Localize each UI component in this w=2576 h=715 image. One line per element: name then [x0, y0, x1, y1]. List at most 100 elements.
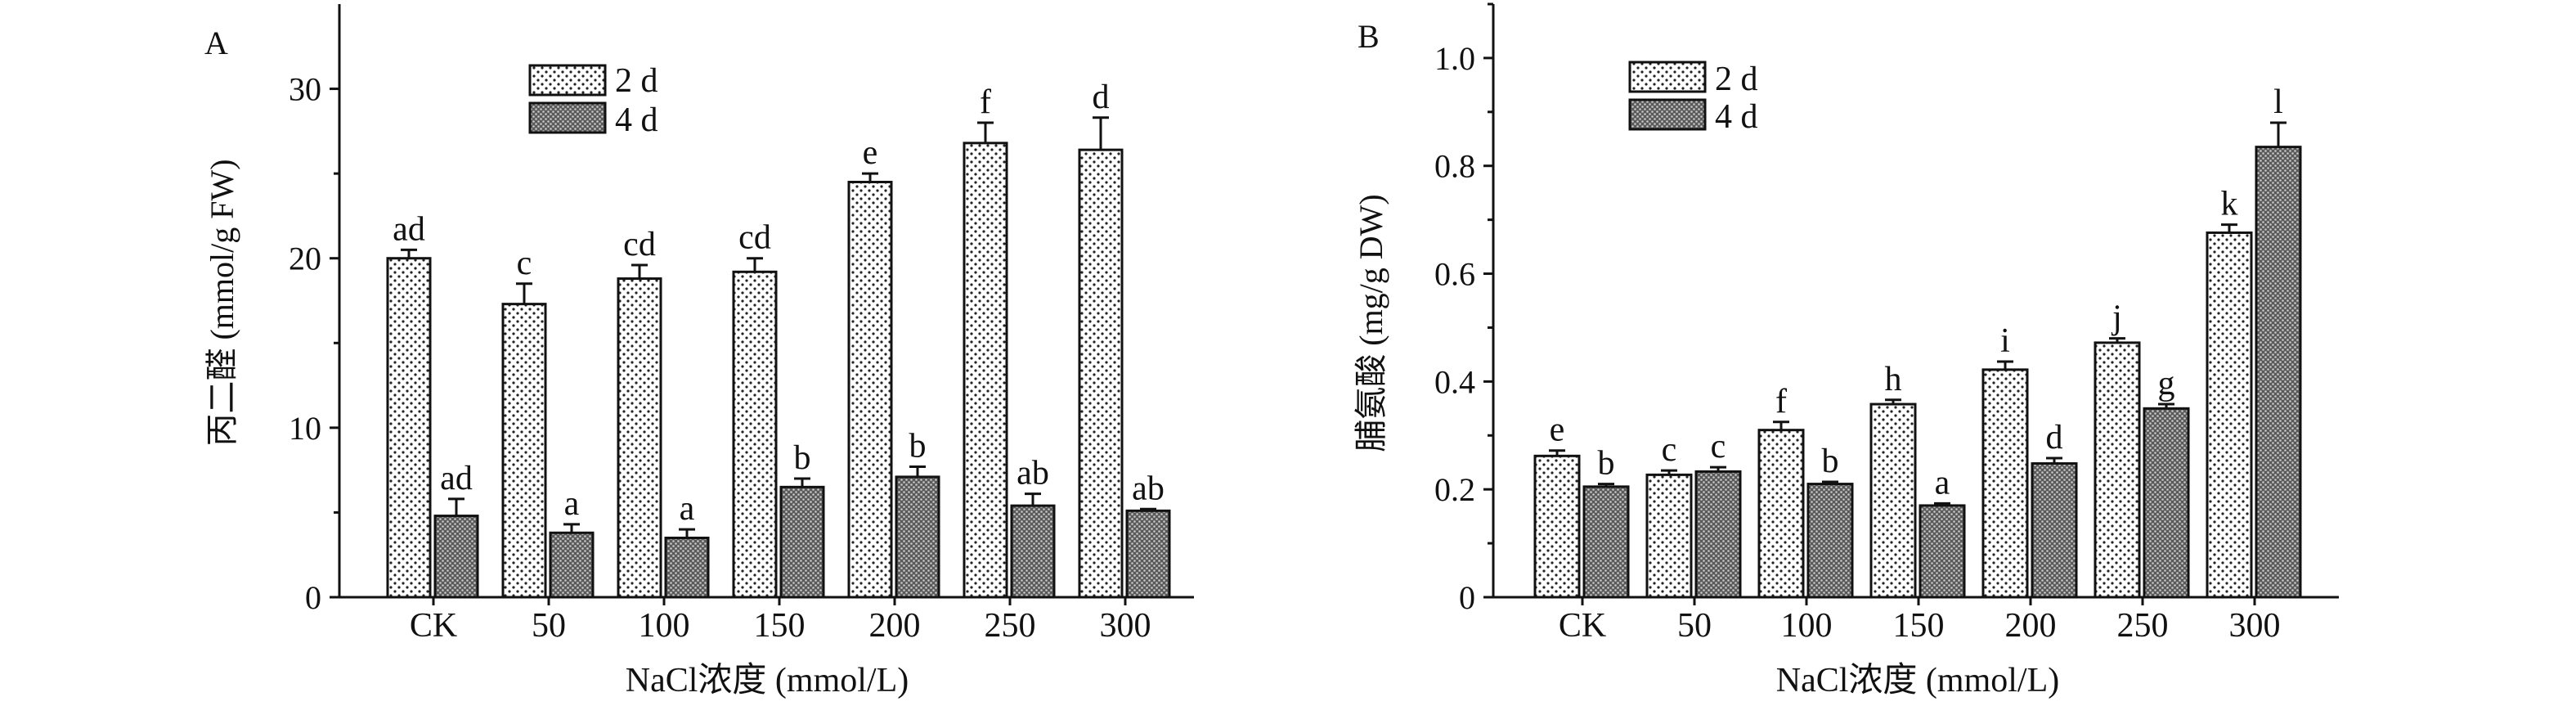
significance-letter: c [517, 245, 532, 282]
bar-4d [2031, 462, 2078, 599]
bar-4d [433, 515, 479, 599]
bar-4d [1125, 509, 1171, 599]
legend-a: 2 d 4 d [528, 62, 658, 139]
bar-2d [2094, 341, 2141, 599]
significance-letter: c [1662, 431, 1677, 469]
bar-4d [779, 485, 825, 599]
significance-letter: a [680, 490, 695, 528]
significance-letter: j [2111, 299, 2122, 337]
significance-letter: d [2046, 419, 2063, 456]
significance-letter: ab [1132, 470, 1165, 507]
bar-2d [1869, 402, 1917, 599]
significance-letter: cd [623, 226, 656, 263]
panel-label-a: A [204, 25, 228, 61]
bar-2d [1533, 454, 1581, 599]
y-tick-label-b: 0.6 [1434, 256, 1475, 293]
significance-letter: k [2221, 186, 2238, 223]
bar-2d [1078, 148, 1124, 599]
significance-letter: f [980, 83, 991, 121]
x-tick-label-a: 50 [532, 607, 566, 645]
bar-2d [617, 277, 662, 599]
bar-4d [664, 537, 710, 599]
y-tick-label-b: 0.2 [1434, 471, 1475, 508]
y-tick-label-b: 0.4 [1434, 363, 1475, 400]
x-tick-label-a: 250 [985, 607, 1036, 645]
bar-4d [1694, 470, 1742, 599]
x-tick-label-b: 50 [1677, 607, 1712, 645]
bar-4d [2143, 407, 2190, 599]
y-tick-label-a: 10 [289, 410, 321, 447]
bar-4d [549, 531, 595, 599]
bar-4d [1806, 483, 1854, 599]
x-tick-label-a: 100 [639, 607, 690, 645]
bar-4d [2255, 146, 2302, 599]
bar-2d [386, 257, 432, 599]
x-tick-label-b: 300 [2229, 607, 2281, 645]
significance-letter: f [1775, 383, 1787, 420]
significance-letter: d [1093, 79, 1110, 116]
legend-swatch-2d-b [1628, 61, 1707, 93]
x-tick-label-a: 200 [869, 607, 921, 645]
plot-area-a: 0 10 20 30 CK ad ad 50 c a 100 cd a 150 cd b 200 e b 250 f ab… [289, 4, 1194, 645]
legend-label-4d-a: 4 d [615, 101, 658, 139]
bar-2d [1645, 473, 1693, 599]
significance-letter: b [909, 428, 927, 465]
bar-4d [1582, 485, 1630, 599]
significance-letter: l [2273, 83, 2283, 121]
y-axis-label-b: 脯氨酸 (mg/g DW) [1353, 194, 1389, 452]
chart-panel-b: B 脯氨酸 (mg/g DW) NaCl浓度 (mmol/L) 0 0.2 0.4 0… [1353, 2, 2339, 699]
x-tick-label-a: 150 [754, 607, 806, 645]
bar-4d [1919, 504, 1966, 599]
significance-letter: b [1598, 445, 1615, 483]
chart-panel-a: A 丙二醛 (mmol/g FW) NaCl浓度 (mmol/L) 0 10 20 3… [204, 4, 1194, 699]
significance-letter: e [1550, 411, 1565, 449]
x-axis-label-a: NaCl浓度 (mmol/L) [626, 662, 909, 699]
x-tick-label-b: 100 [1781, 607, 1833, 645]
bar-2d [963, 142, 1008, 599]
significance-letter: a [564, 485, 580, 523]
panel-label-b: B [1358, 18, 1380, 55]
bar-2d [2206, 231, 2253, 599]
legend-label-2d-b: 2 d [1715, 61, 1758, 98]
y-axis-label-a: 丙二醛 (mmol/g FW) [204, 159, 240, 446]
y-tick-label-b: 0 [1459, 579, 1475, 616]
y-tick-label-b: 0.8 [1434, 148, 1475, 185]
x-tick-label-a: CK [410, 607, 457, 645]
legend-swatch-4d-b [1628, 98, 1707, 131]
legend-label-2d-a: 2 d [615, 62, 658, 100]
y-tick-label-a: 0 [305, 579, 321, 616]
x-axis-label-b: NaCl浓度 (mmol/L) [1776, 662, 2059, 699]
legend-swatch-2d-a [528, 64, 607, 97]
bar-2d [501, 303, 547, 599]
bar-2d [847, 181, 893, 599]
significance-letter: g [2158, 365, 2175, 402]
bar-4d [895, 475, 940, 599]
significance-letter: i [2000, 322, 2010, 360]
significance-letter: b [1822, 443, 1839, 480]
bar-2d [732, 270, 778, 599]
legend-swatch-4d-a [528, 101, 607, 134]
bar-4d [1010, 504, 1056, 599]
significance-letter: ad [393, 210, 425, 248]
x-tick-label-b: 200 [2005, 607, 2057, 645]
significance-letter: cd [738, 219, 771, 257]
bar-2d [1757, 429, 1805, 599]
significance-letter: a [1935, 464, 1950, 501]
y-tick-label-b: 1.0 [1434, 40, 1475, 77]
significance-letter: h [1885, 361, 1902, 398]
bar-2d [1981, 368, 2029, 599]
y-tick-label-a: 20 [289, 241, 321, 277]
significance-letter: ad [440, 460, 473, 497]
x-tick-label-a: 300 [1100, 607, 1151, 645]
significance-letter: ab [1016, 455, 1049, 492]
significance-letter: e [863, 134, 878, 172]
x-tick-label-b: 150 [1893, 607, 1945, 645]
x-tick-label-b: 250 [2117, 607, 2169, 645]
significance-letter: b [794, 439, 811, 477]
x-tick-label-b: CK [1559, 607, 1606, 645]
y-tick-label-a: 30 [289, 71, 321, 108]
legend-b: 2 d 4 d [1628, 61, 1758, 136]
significance-letter: c [1711, 428, 1726, 465]
